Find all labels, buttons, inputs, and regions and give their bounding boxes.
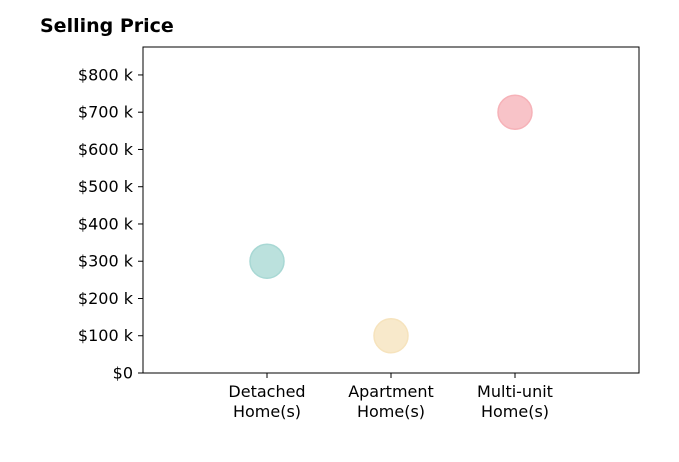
x-axis: Detached Home(s) Apartment Home(s) Multi-uni… [228,373,553,421]
y-axis: $0 $100 k $200 k $300 k $400 k $500 k $600 k $7… [78,65,143,383]
y-tick-label: $0 [113,364,133,383]
x-tick-label: Apartment Home(s) [348,382,434,421]
y-tick-label: $400 k [78,214,134,233]
y-tick-label: $500 k [78,177,134,196]
y-tick-label: $700 k [78,103,134,122]
points-layer [249,94,533,354]
y-tick-label: $100 k [78,326,134,345]
chart-title: Selling Price [40,15,174,37]
y-tick-label: $200 k [78,289,134,308]
data-point [373,317,409,354]
data-point [497,94,533,130]
y-tick-label: $300 k [78,252,134,271]
x-tick-label: Detached Home(s) [228,382,305,421]
data-point [249,243,285,279]
y-tick-label: $600 k [78,140,134,159]
y-tick-label: $800 k [78,65,134,84]
x-tick-label: Multi-unit Home(s) [477,382,553,421]
